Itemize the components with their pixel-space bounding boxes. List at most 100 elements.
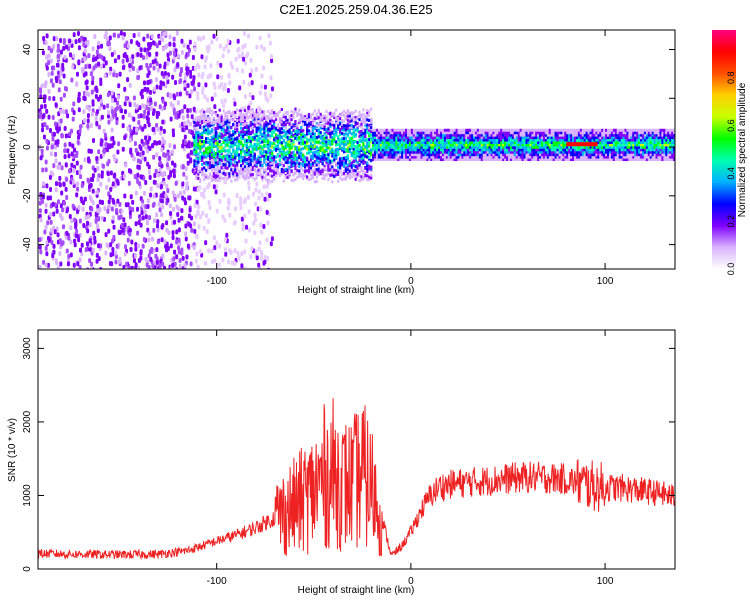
heatmap-cell <box>143 86 147 92</box>
heatmap-cell <box>197 152 200 156</box>
heatmap-cell <box>368 139 371 143</box>
heatmap-cell <box>306 132 309 136</box>
heatmap-cell <box>106 103 110 109</box>
heatmap-cell <box>309 147 313 151</box>
heatmap-cell <box>364 138 367 142</box>
heatmap-cell <box>112 72 116 78</box>
heatmap-cell <box>232 118 235 122</box>
heatmap-cell <box>222 127 225 131</box>
heatmap-cell <box>199 135 202 139</box>
heatmap-cell <box>455 131 458 135</box>
heatmap-cell <box>381 136 384 140</box>
heatmap-cell <box>434 148 437 152</box>
heatmap-cell <box>471 131 474 135</box>
heatmap-cell <box>173 196 177 202</box>
heatmap-cell <box>86 228 90 234</box>
heatmap-cell <box>368 128 371 132</box>
heatmap-cell <box>180 38 184 44</box>
heatmap-cell <box>163 101 167 107</box>
heatmap-cell <box>443 143 447 147</box>
heatmap-cell <box>323 167 326 171</box>
heatmap-cell <box>49 219 53 225</box>
heatmap-cell <box>115 72 119 78</box>
heatmap-cell <box>216 118 219 122</box>
heatmap-cell <box>272 114 276 118</box>
heatmap-cell <box>428 136 431 140</box>
heatmap-cell <box>418 131 421 135</box>
heatmap-cell <box>325 119 328 123</box>
heatmap-cell <box>245 153 249 157</box>
heatmap-cell <box>438 143 441 147</box>
heatmap-cell <box>366 130 369 134</box>
heatmap-cell <box>54 181 58 187</box>
heatmap-cell <box>153 58 157 64</box>
heatmap-cell <box>381 150 384 154</box>
heatmap-cell <box>259 222 263 228</box>
heatmap-cell <box>309 166 313 170</box>
heatmap-cell <box>379 158 383 162</box>
heatmap-cell <box>174 180 178 186</box>
heatmap-cell <box>410 128 414 132</box>
heatmap-cell <box>265 134 268 138</box>
heatmap-cell <box>249 160 252 164</box>
heatmap-cell <box>183 197 187 203</box>
heatmap-cell <box>440 143 443 147</box>
heatmap-cell <box>161 204 165 210</box>
heatmap-cell <box>250 246 254 252</box>
heatmap-cell <box>340 125 344 129</box>
heatmap-cell <box>356 115 359 119</box>
heatmap-cell <box>276 123 280 127</box>
heatmap-cell <box>123 52 127 58</box>
heatmap-cell <box>95 49 99 55</box>
heatmap-cell <box>368 132 371 136</box>
heatmap-cell <box>385 136 388 140</box>
heatmap-cell <box>372 131 375 135</box>
heatmap-cell <box>373 128 377 132</box>
heatmap-cell <box>290 178 293 182</box>
heatmap-cell <box>422 133 425 137</box>
heatmap-cell <box>315 155 318 159</box>
heatmap-cell <box>311 151 315 155</box>
heatmap-cell <box>168 203 172 209</box>
heatmap-cell <box>212 161 215 165</box>
heatmap-cell <box>406 145 410 149</box>
heatmap-cell <box>412 148 416 152</box>
heatmap-cell <box>340 147 344 151</box>
heatmap-cell <box>47 53 51 59</box>
heatmap-cell <box>224 112 227 116</box>
heatmap-cell <box>278 127 282 131</box>
heatmap-cell <box>381 155 384 159</box>
heatmap-cell <box>261 138 264 142</box>
heatmap-cell <box>294 153 297 157</box>
heatmap-cell <box>181 115 185 121</box>
heatmap-cell <box>82 223 86 229</box>
heatmap-cell <box>389 145 392 149</box>
heatmap-cell <box>203 125 206 129</box>
heatmap-cell <box>38 87 42 93</box>
heatmap-cell <box>197 72 201 78</box>
heatmap-cell <box>160 237 164 243</box>
heatmap-cell <box>238 147 241 151</box>
heatmap-cell <box>82 36 86 42</box>
heatmap-cell <box>41 127 45 133</box>
heatmap-cell <box>268 193 272 199</box>
heatmap-cell <box>424 131 427 135</box>
heatmap-cell <box>317 141 320 145</box>
heatmap-cell <box>356 140 359 144</box>
heatmap-cell <box>286 175 289 179</box>
heatmap-cell <box>132 32 136 38</box>
heatmap-cell <box>86 39 90 45</box>
heatmap-cell <box>469 153 472 157</box>
heatmap-cell <box>50 144 54 150</box>
heatmap-cell <box>87 158 91 164</box>
heatmap-cell <box>278 148 282 152</box>
heatmap-cell <box>245 174 249 178</box>
heatmap-cell <box>65 230 69 236</box>
heatmap-cell <box>317 171 320 175</box>
heatmap-cell <box>410 145 414 149</box>
heatmap-cell <box>48 195 52 201</box>
heatmap-cell <box>424 148 427 152</box>
heatmap-cell <box>236 127 239 131</box>
heatmap-cell <box>405 131 408 135</box>
heatmap-cell <box>254 201 258 207</box>
